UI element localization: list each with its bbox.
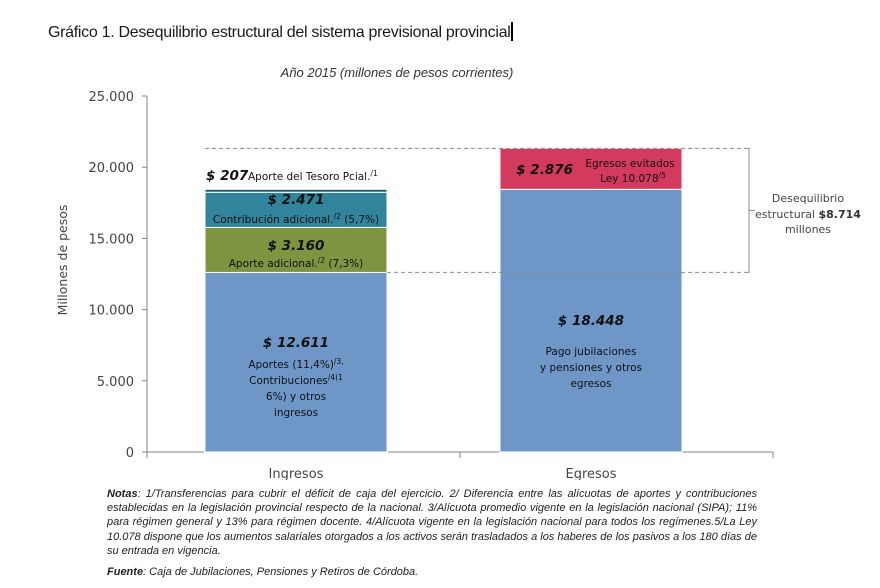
label-line: Pago jubilaciones bbox=[546, 346, 637, 358]
data-label-value: $ 3.160 bbox=[268, 238, 325, 254]
value-text: $ 207 bbox=[206, 168, 249, 184]
notes-text: : 1/Transferencias para cubrir el défici… bbox=[107, 488, 757, 557]
page-title-text: Gráfico 1. Desequilibrio estructural del… bbox=[48, 24, 511, 41]
label-line: Aporte adicional. bbox=[229, 258, 318, 270]
bar-segment bbox=[499, 188, 683, 453]
y-tick-label: 20.000 bbox=[89, 161, 135, 176]
data-label-text: Aporte adicional./2 (7,3%) bbox=[229, 256, 364, 270]
data-label-text: 6%) y otros bbox=[266, 391, 326, 403]
annotation-text: millones bbox=[785, 223, 831, 236]
label-line: Aportes (11,4%) bbox=[248, 359, 334, 371]
data-label-text: Contribuciones/4(1 bbox=[249, 373, 343, 387]
annotation-line: estructural $8.714 bbox=[755, 208, 861, 221]
data-label-value: $ 2.876 bbox=[516, 162, 573, 178]
bar-segment bbox=[204, 188, 388, 193]
annotation-text: Desequilibrio bbox=[772, 192, 844, 205]
chart: Año 2015 (millones de pesos corrientes) … bbox=[55, 65, 861, 480]
text-cursor bbox=[511, 22, 514, 41]
notes: Notas: 1/Transferencias para cubrir el d… bbox=[107, 487, 757, 558]
label-line: ingresos bbox=[274, 407, 318, 419]
data-label-text: Ley 10.078/5 bbox=[600, 171, 666, 185]
label-line: Egresos evitados bbox=[585, 158, 674, 170]
footnote-ref: /4(1 bbox=[328, 373, 343, 382]
bars: Ingresos Egresos $ 12.611 Aportes (11,4%)/3… bbox=[204, 147, 683, 480]
data-label-text: Aporte del Tesoro Pcial./1 bbox=[248, 169, 378, 183]
bar-segment bbox=[204, 191, 388, 228]
y-tick-label: 15.000 bbox=[89, 232, 135, 247]
bar-segment bbox=[499, 147, 683, 190]
y-tick-label: 0 bbox=[126, 446, 134, 461]
source-label: Fuente bbox=[107, 566, 144, 578]
x-category-label: Ingresos bbox=[269, 467, 324, 480]
value-text: $ 2.471 bbox=[268, 192, 325, 208]
label-line: Ley 10.078 bbox=[600, 173, 658, 185]
footnote-ref: /5 bbox=[659, 171, 667, 180]
data-label-text: egresos bbox=[570, 378, 611, 390]
data-label-text: y pensiones y otros bbox=[540, 362, 642, 374]
label-tail: (5,7%) bbox=[341, 214, 379, 226]
label-line: 6%) y otros bbox=[266, 391, 326, 403]
y-tick-label: 25.000 bbox=[89, 90, 135, 105]
imbalance-annotation: Desequilibrio estructural $8.714 millones bbox=[205, 147, 861, 273]
x-category-label: Egresos bbox=[565, 467, 616, 480]
data-label-value: $ 207 bbox=[206, 168, 249, 184]
footnote-ref: /2 bbox=[318, 256, 326, 265]
label-line: Contribuciones bbox=[249, 375, 328, 387]
bracket bbox=[747, 147, 750, 273]
annotation-line: Desequilibrio bbox=[772, 192, 844, 205]
bar-segment bbox=[204, 271, 388, 453]
data-label-text: Egresos evitados bbox=[585, 158, 674, 170]
value-text: $ 2.876 bbox=[516, 162, 573, 178]
data-label-text: Pago jubilaciones bbox=[546, 346, 637, 358]
value-text: $ 3.160 bbox=[268, 238, 325, 254]
source-text: : Caja de Jubilaciones, Pensiones y Reti… bbox=[143, 566, 419, 578]
chart-subtitle: Año 2015 (millones de pesos corrientes) bbox=[280, 65, 514, 80]
label-line: Aporte del Tesoro Pcial. bbox=[248, 171, 370, 183]
page-title: Gráfico 1. Desequilibrio estructural del… bbox=[48, 22, 514, 42]
label-tail: (7,3%) bbox=[325, 258, 363, 270]
label-line: egresos bbox=[570, 378, 611, 390]
notes-label: Notas bbox=[107, 488, 138, 500]
y-tick-label: 10.000 bbox=[89, 304, 135, 319]
value-text: $ 18.448 bbox=[558, 313, 624, 329]
source: Fuente: Caja de Jubilaciones, Pensiones … bbox=[107, 566, 418, 578]
data-label-text: Aportes (11,4%)/3, bbox=[248, 357, 343, 371]
label-line: Contribución adicional. bbox=[213, 214, 334, 226]
bar-segment bbox=[204, 226, 388, 273]
annotation-amount: $8.714 bbox=[819, 208, 862, 221]
value-text: $ 12.611 bbox=[263, 335, 329, 351]
data-label-text: Contribución adicional./2 (5,7%) bbox=[213, 212, 379, 226]
annotation-text: estructural bbox=[755, 208, 818, 221]
data-label-value: $ 18.448 bbox=[558, 313, 624, 329]
data-label-text: ingresos bbox=[274, 407, 318, 419]
annotation-line: millones bbox=[785, 223, 831, 236]
data-label-value: $ 2.471 bbox=[268, 192, 325, 208]
footnote-ref: /1 bbox=[370, 169, 378, 178]
footnote-ref: /3, bbox=[334, 357, 344, 366]
y-tick-label: 5.000 bbox=[97, 375, 134, 390]
label-line: y pensiones y otros bbox=[540, 362, 642, 374]
footnote-ref: /2 bbox=[334, 212, 342, 221]
y-axis-label: Millones de pesos bbox=[55, 205, 70, 316]
data-label-value: $ 12.611 bbox=[263, 335, 329, 351]
